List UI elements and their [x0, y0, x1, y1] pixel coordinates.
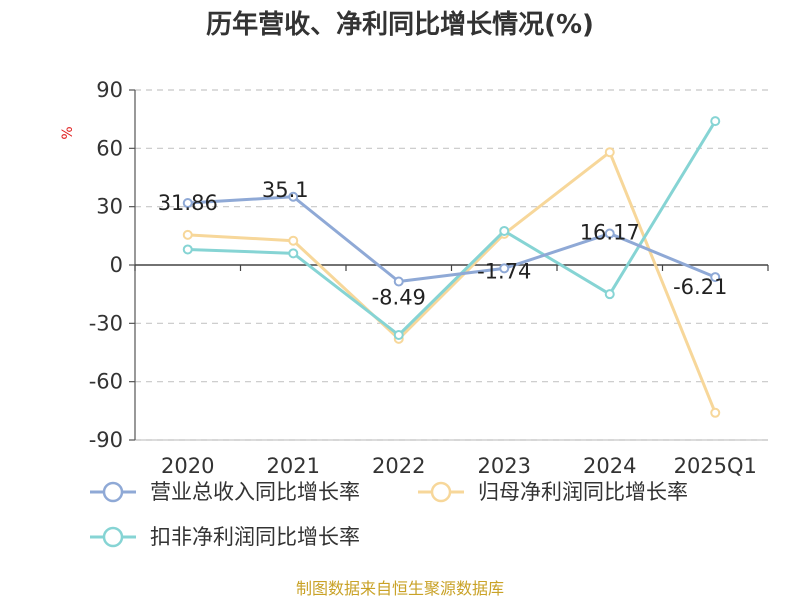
source-note: 制图数据来自恒生聚源数据库 [296, 579, 504, 598]
data-label: -8.49 [372, 286, 426, 310]
data-point[interactable] [499, 225, 510, 236]
data-label: 31.86 [158, 191, 218, 215]
legend-marker [102, 526, 124, 548]
legend-label: 归母净利润同比增长率 [478, 480, 688, 504]
x-tick-label: 2025Q1 [674, 454, 757, 478]
y-tick-label: 60 [96, 136, 123, 160]
legend-marker [102, 481, 124, 503]
axes: 90 60 30 0 -30 -60 -90 2020 2021 2022 2023 2024 2025… [89, 78, 769, 478]
data-labels: 31.86 35.1 -8.49 -1.74 16.17 -6.21 [158, 178, 728, 310]
legend-marker [430, 481, 452, 503]
data-point[interactable] [182, 244, 193, 255]
data-point[interactable] [182, 229, 193, 240]
legend-item[interactable]: 扣非净利润同比增长率 [90, 525, 360, 549]
legend-label: 扣非净利润同比增长率 [150, 525, 360, 549]
legend-item[interactable]: 归母净利润同比增长率 [418, 480, 688, 504]
series-group [182, 116, 721, 418]
series-line [187, 195, 716, 284]
legend-item[interactable]: 营业总收入同比增长率 [90, 480, 360, 504]
y-tick-label: -60 [89, 370, 123, 394]
x-tick-label: 2021 [267, 454, 320, 478]
y-axis-label: % [60, 126, 76, 139]
y-tick-label: -30 [89, 311, 123, 335]
data-point[interactable] [710, 407, 721, 418]
x-tick-label: 2023 [478, 454, 531, 478]
y-tick-label: 30 [96, 195, 123, 219]
grid-lines [135, 89, 768, 441]
data-point[interactable] [710, 272, 721, 283]
data-point[interactable] [288, 191, 299, 202]
data-point[interactable] [393, 276, 404, 287]
chart-title: 历年营收、净利同比增长情况(%) [206, 9, 594, 40]
y-tick-label: 90 [96, 78, 123, 102]
y-tick-label: 0 [110, 253, 123, 277]
data-point[interactable] [393, 330, 404, 340]
series-line [187, 150, 717, 414]
data-label: -1.74 [477, 259, 531, 283]
data-point[interactable] [710, 116, 721, 127]
data-point[interactable] [604, 147, 615, 158]
data-point[interactable] [288, 235, 299, 246]
data-point[interactable] [499, 263, 510, 274]
data-point[interactable] [182, 198, 193, 209]
y-tick-label: -90 [89, 428, 123, 452]
x-tick-label: 2020 [161, 454, 214, 478]
series-line [187, 120, 717, 337]
x-tick-label: 2022 [372, 454, 425, 478]
legend-label: 营业总收入同比增长率 [150, 480, 360, 504]
x-tick-label: 2024 [583, 454, 636, 478]
data-point[interactable] [604, 289, 615, 300]
data-label: 35.1 [262, 178, 309, 202]
data-point[interactable] [288, 248, 299, 259]
data-label: 16.17 [580, 221, 640, 245]
data-point[interactable] [604, 228, 615, 239]
data-label: -6.21 [673, 275, 727, 299]
